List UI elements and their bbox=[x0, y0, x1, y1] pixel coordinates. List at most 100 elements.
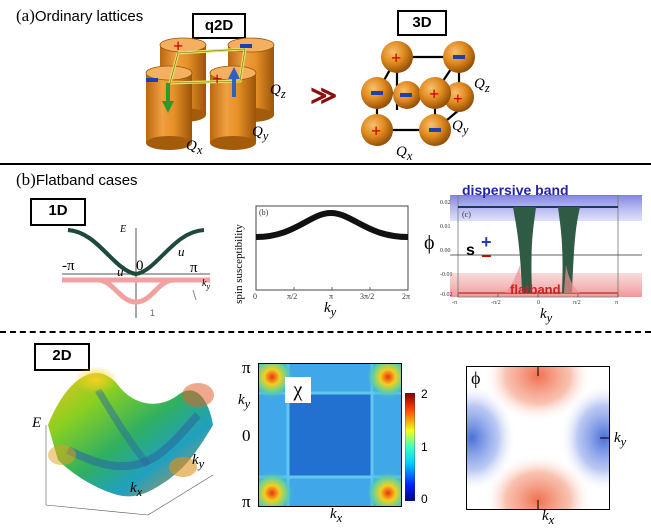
q2d-label: q2D bbox=[192, 13, 246, 39]
spin-xlabel-text: k bbox=[324, 300, 331, 316]
phi-band-plot bbox=[450, 195, 642, 298]
phi-xtick-3: π/2 bbox=[573, 300, 581, 306]
chi-ky-sub: y bbox=[244, 397, 251, 411]
band-1d-zero: 0 bbox=[136, 258, 144, 274]
chi-kx-sub: x bbox=[336, 511, 343, 525]
phi-map-ky-sub: y bbox=[620, 435, 627, 449]
section-b-text: Flatband cases bbox=[35, 172, 138, 189]
chi-heatmap bbox=[258, 363, 402, 507]
section-a-title: (a)Ordinary lattices bbox=[16, 6, 143, 26]
3d-qx-text: Q bbox=[396, 144, 407, 160]
chi-pi-bottom: π bbox=[242, 492, 251, 511]
spin-xtick-2: π bbox=[329, 292, 334, 301]
phi-map-ky-label: ky bbox=[614, 430, 626, 450]
phi-map-kx-text: k bbox=[542, 508, 549, 524]
spin-xlabel: ky bbox=[324, 300, 336, 320]
spin-xtick-4: 2π bbox=[402, 292, 411, 301]
surface-ky-sub: y bbox=[198, 457, 205, 471]
q2d-qx-label: Qx bbox=[186, 138, 202, 158]
much-greater-arrow: ≫ bbox=[310, 80, 338, 110]
3d-qz-label: Qz bbox=[474, 76, 490, 96]
divider-solid bbox=[0, 163, 651, 165]
band-1d-neg-pi: -π bbox=[62, 258, 75, 274]
chi-ky-label: ky bbox=[238, 392, 250, 412]
3d-qz-sub: z bbox=[484, 81, 490, 95]
colorbar-tick-0: 0 bbox=[421, 492, 428, 506]
band-1d-ky: ky bbox=[202, 278, 210, 291]
3d-qy-label: Qy bbox=[452, 118, 468, 138]
surface-kx-label: kx bbox=[130, 480, 142, 500]
band-1d-u-right: u bbox=[178, 244, 185, 259]
3d-qy-sub: y bbox=[462, 123, 469, 137]
spin-xtick-1: π/2 bbox=[287, 292, 298, 301]
q2d-qz-label: Qz bbox=[270, 82, 286, 102]
phi-dispersive-label: dispersive band bbox=[462, 182, 569, 198]
q2d-qy-text: Q bbox=[252, 124, 263, 140]
phi-ytick-0: 0.02 bbox=[440, 200, 451, 206]
spin-xtick-0: 0 bbox=[253, 292, 257, 301]
phi-xlabel-text: k bbox=[540, 306, 547, 322]
q2d-qz-text: Q bbox=[270, 82, 281, 98]
3d-qx-sub: x bbox=[406, 149, 413, 163]
surface-kx-text: k bbox=[130, 480, 137, 496]
phi-map-symbol: ϕ bbox=[471, 368, 481, 388]
2d-label: 2D bbox=[34, 343, 90, 371]
phi-minus-sign: − bbox=[481, 246, 492, 266]
divider-dashed bbox=[0, 331, 651, 333]
svg-text:+: + bbox=[391, 48, 401, 68]
surface-kx-sub: x bbox=[136, 485, 143, 499]
chi-symbol: χ bbox=[285, 377, 311, 403]
phi-axis-label: ϕ bbox=[424, 232, 435, 254]
band-1d-pi: π bbox=[190, 260, 198, 276]
1d-label: 1D bbox=[30, 198, 86, 226]
colorbar-tick-2: 2 bbox=[421, 387, 428, 401]
band-1d-ky-text: k bbox=[202, 278, 207, 289]
phi-xlabel-sub: y bbox=[546, 311, 553, 325]
colorbar-tick-1: 1 bbox=[421, 440, 428, 454]
phi-map-ky-text: k bbox=[614, 430, 621, 446]
spin-xtick-3: 3π/2 bbox=[360, 292, 375, 301]
chi-ky-text: k bbox=[238, 392, 245, 408]
q2d-qy-sub: y bbox=[262, 129, 269, 143]
chi-pi-top: π bbox=[242, 358, 251, 377]
phi-xtick-2: 0 bbox=[537, 300, 540, 306]
phi-xtick-4: π bbox=[615, 300, 619, 306]
section-b-title: (b)Flatband cases bbox=[16, 170, 138, 190]
phi-flatband-label: flatband bbox=[510, 282, 561, 297]
band-1d-bottom-tick: 1 bbox=[150, 308, 156, 318]
band-1d-plot bbox=[62, 228, 210, 318]
phi-map-kx-sub: x bbox=[548, 513, 555, 527]
svg-text:+: + bbox=[212, 69, 222, 89]
3d-label: 3D bbox=[397, 10, 447, 36]
q2d-qx-text: Q bbox=[186, 138, 197, 154]
chi-zero: 0 bbox=[242, 426, 251, 445]
band-1d-e-label: E bbox=[120, 224, 127, 235]
q2d-lattice-illustration: + + bbox=[145, 36, 275, 150]
spin-susceptibility-ylabel: spin susceptibility bbox=[233, 224, 245, 304]
chi-kx-text: k bbox=[330, 506, 337, 522]
3d-qx-label: Qx bbox=[396, 144, 412, 164]
phi-ytick-2: 0.00 bbox=[440, 248, 451, 254]
phi-plus-sign: + bbox=[481, 232, 492, 252]
band-1d-ky-sub: y bbox=[206, 282, 211, 291]
phi-xtick-0: -π bbox=[452, 300, 458, 306]
surface-ky-label: ky bbox=[192, 452, 204, 472]
svg-text:+: + bbox=[371, 121, 381, 141]
section-a-paren: (a) bbox=[16, 6, 35, 25]
phi-xtick-1: -π/2 bbox=[491, 300, 501, 306]
phi-ytick-3: -0.01 bbox=[440, 272, 453, 278]
spin-susceptibility-plot bbox=[255, 205, 409, 291]
surface-2d-plot bbox=[45, 366, 214, 516]
svg-text:+: + bbox=[173, 36, 183, 56]
3d-qz-text: Q bbox=[474, 76, 485, 92]
q2d-qx-sub: x bbox=[196, 143, 203, 157]
phi-xlabel: ky bbox=[540, 306, 552, 326]
phi-ytick-1: 0.01 bbox=[440, 224, 451, 230]
phi-map-kx-label: kx bbox=[542, 508, 554, 528]
3d-qy-text: Q bbox=[452, 118, 463, 134]
spin-xlabel-sub: y bbox=[330, 305, 337, 319]
svg-text:+: + bbox=[429, 84, 439, 104]
phi-panel-label: (c) bbox=[462, 210, 471, 219]
q2d-qy-label: Qy bbox=[252, 124, 268, 144]
phi-ytick-4: -0.02 bbox=[440, 292, 453, 298]
